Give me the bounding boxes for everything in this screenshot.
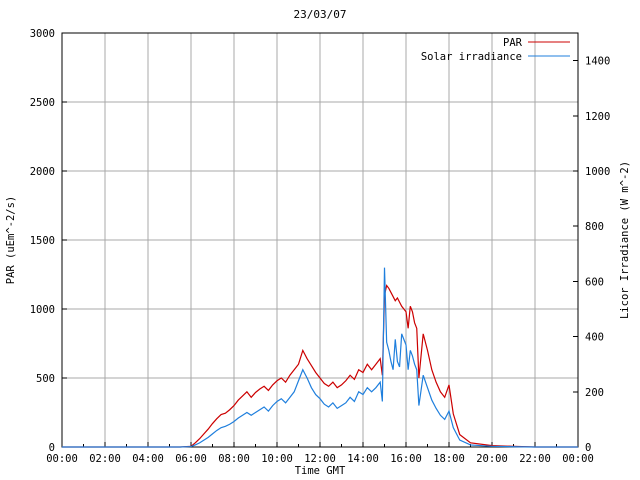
y-tick-label-right: 200 <box>585 387 604 399</box>
x-tick-label: 20:00 <box>476 453 508 465</box>
chart-legend: PAR Solar irradiance <box>421 37 570 63</box>
data-series-layer <box>62 267 578 448</box>
y-tick-label-right: 800 <box>585 221 604 233</box>
x-tick-label: 04:00 <box>132 453 164 465</box>
x-tick-label: 12:00 <box>304 453 336 465</box>
legend-label: PAR <box>503 37 523 49</box>
x-axis-ticks: 00:00 02:00 04:00 06:00 08:00 10:00 12:00 14:00… <box>46 442 594 465</box>
x-tick-label: 18:00 <box>433 453 465 465</box>
y-tick-label-left: 500 <box>36 373 55 385</box>
y-tick-label-left: 2500 <box>30 97 55 109</box>
y-tick-label-left: 0 <box>49 442 55 454</box>
x-tick-label: 00:00 <box>46 453 78 465</box>
y-tick-label-right: 1400 <box>585 56 610 68</box>
x-tick-label: 22:00 <box>519 453 551 465</box>
y-tick-label-left: 1500 <box>30 235 55 247</box>
y-axis-left-ticks: 0 500 1000 1500 2000 2500 3000 <box>30 28 67 454</box>
y-tick-label-right: 1200 <box>585 111 610 123</box>
x-tick-label: 16:00 <box>390 453 422 465</box>
y-axis-right-ticks: 0 200 400 600 800 1000 1200 1400 <box>573 56 610 454</box>
chart-title: 23/03/07 <box>294 8 347 21</box>
y-axis-right-label: Licor Irradiance (W m^-2) <box>619 161 631 319</box>
x-tick-label: 08:00 <box>218 453 250 465</box>
y-tick-label-right: 600 <box>585 276 604 288</box>
series-line-solar-irradiance <box>62 267 578 448</box>
y-tick-label-right: 1000 <box>585 166 610 178</box>
x-tick-label: 10:00 <box>261 453 293 465</box>
y-tick-label-right: 0 <box>585 442 591 454</box>
legend-label: Solar irradiance <box>421 51 522 63</box>
x-tick-label: 14:00 <box>347 453 379 465</box>
x-axis-label: Time GMT <box>295 465 346 477</box>
y-tick-label-left: 2000 <box>30 166 55 178</box>
x-tick-label: 02:00 <box>89 453 121 465</box>
x-tick-label: 06:00 <box>175 453 207 465</box>
y-tick-label-right: 400 <box>585 332 604 344</box>
y-axis-left-label: PAR (uEm^-2/s) <box>5 196 17 285</box>
x-tick-label: 00:00 <box>562 453 594 465</box>
gridlines <box>62 33 578 447</box>
y-tick-label-left: 3000 <box>30 28 55 40</box>
y-tick-label-left: 1000 <box>30 304 55 316</box>
series-line-par <box>62 284 578 448</box>
plot-frame <box>61 32 579 448</box>
